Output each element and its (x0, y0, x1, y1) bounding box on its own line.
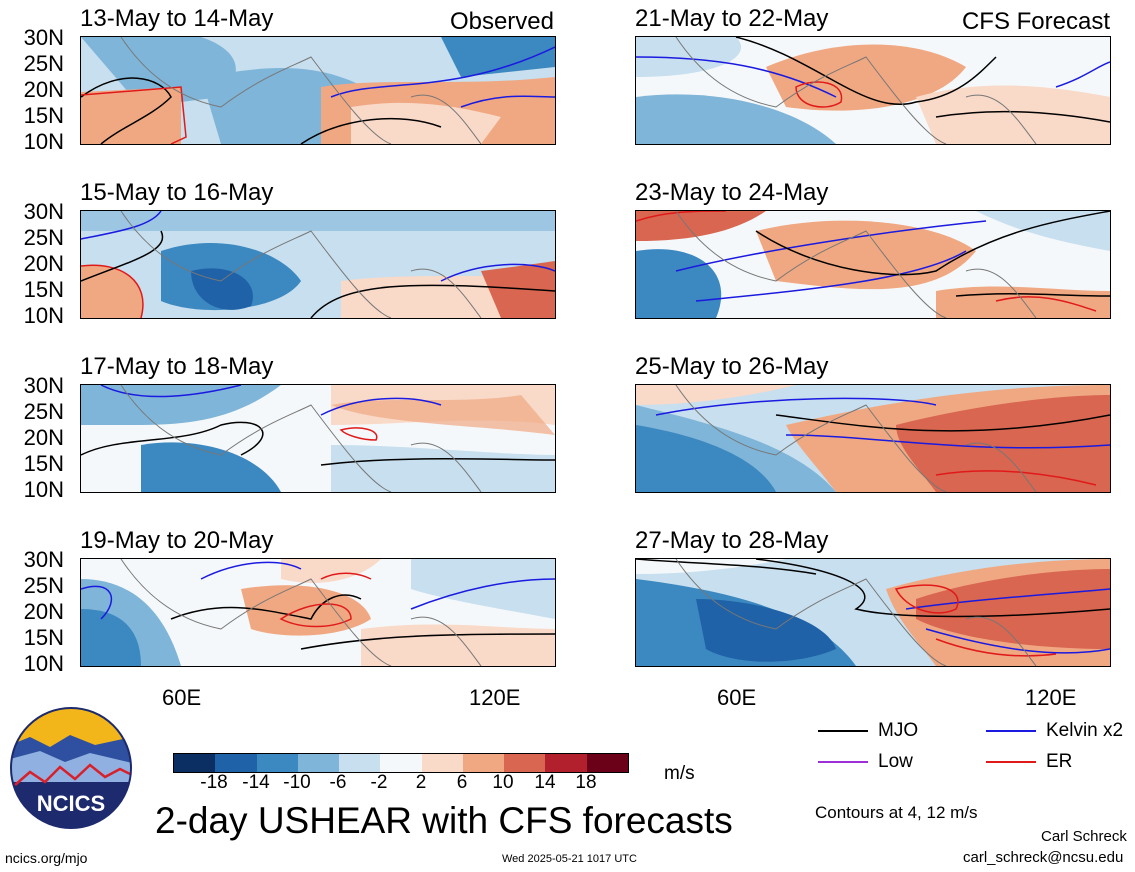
shear-map (635, 210, 1111, 319)
legend-item-low: Low (818, 751, 913, 773)
colorbar-segment (421, 754, 463, 772)
lat-label: 25N (23, 573, 64, 598)
lat-label: 15N (23, 103, 64, 128)
lat-label: 15N (23, 451, 64, 476)
shear-field (81, 211, 555, 318)
lat-label: 20N (23, 425, 64, 450)
colorbar (173, 753, 629, 773)
legend-line (986, 761, 1036, 763)
panel-title: 13-May to 14-May (80, 5, 274, 32)
logo-text: NCICS (37, 791, 105, 816)
source-url: ncics.org/mjo (5, 850, 88, 866)
panel-title: 25-May to 26-May (635, 353, 829, 380)
lat-label: 25N (23, 399, 64, 424)
lat-label: 15N (23, 277, 64, 302)
lat-label: 25N (23, 51, 64, 76)
author-email: carl_schreck@ncsu.edu (963, 849, 1124, 866)
panel-title: 23-May to 24-May (635, 179, 829, 206)
colorbar-tick-label: -14 (242, 772, 270, 793)
legend-item-kelvin: Kelvin x2 (986, 720, 1123, 742)
lat-label: 10N (23, 129, 64, 154)
legend-label: Kelvin x2 (1046, 720, 1124, 741)
lat-label: 20N (23, 251, 64, 276)
lat-label: 30N (23, 373, 64, 398)
author-name: Carl Schreck (1041, 828, 1127, 845)
legend-line (818, 730, 868, 732)
colorbar-tick-label: 10 (492, 772, 514, 793)
lon-label: 60E (162, 685, 202, 710)
colorbar-tick-label: 6 (456, 772, 468, 793)
colorbar-tick-label: -6 (329, 772, 347, 793)
shear-field (636, 559, 1110, 666)
panel-title: 21-May to 22-May (635, 5, 829, 32)
colorbar-segment (297, 754, 340, 772)
lon-label: 60E (717, 685, 757, 710)
lat-label: 20N (23, 599, 64, 624)
legend-label: Low (878, 751, 913, 772)
lat-label: 30N (23, 199, 64, 224)
colorbar-tick-label: 2 (415, 772, 427, 793)
shear-field (636, 211, 1110, 318)
shear-map (635, 558, 1111, 667)
colorbar-segment (380, 754, 422, 772)
shear-field (636, 37, 1110, 144)
shear-map (80, 384, 556, 493)
shear-field (81, 37, 555, 144)
shear-map (80, 558, 556, 667)
colorbar-tick-label: 14 (534, 772, 556, 793)
colorbar-segment (174, 754, 216, 772)
shear-field (636, 385, 1110, 492)
colorbar-tick-label: -10 (283, 772, 311, 793)
lon-label: 120E (1025, 685, 1077, 710)
lat-label: 10N (23, 477, 64, 502)
lat-label: 10N (23, 303, 64, 328)
colorbar-segment (256, 754, 298, 772)
panel-title: 17-May to 18-May (80, 353, 274, 380)
panel-title: 19-May to 20-May (80, 527, 274, 554)
lat-label: 10N (23, 651, 64, 676)
lat-label: 20N (23, 77, 64, 102)
shear-map (80, 36, 556, 145)
lon-label: 120E (469, 685, 521, 710)
contour-note: Contours at 4, 12 m/s (815, 803, 978, 822)
ncics-logo: NCICS (10, 707, 132, 829)
legend-item-er: ER (986, 751, 1072, 773)
legend-line (986, 730, 1036, 732)
colorbar-labels: -18 -14 -10 -6 -2 2 6 10 14 18 (173, 772, 627, 796)
panel-title: 27-May to 28-May (635, 527, 829, 554)
colorbar-segment (586, 754, 628, 772)
figure-title: 2-day USHEAR with CFS forecasts (155, 800, 733, 841)
colorbar-tick-label: -18 (200, 772, 228, 793)
timestamp: Wed 2025-05-21 1017 UTC (502, 853, 637, 865)
colorbar-units: m/s (664, 763, 695, 784)
lat-label: 25N (23, 225, 64, 250)
shear-field (81, 385, 555, 492)
shear-map (635, 384, 1111, 493)
colorbar-segment (462, 754, 505, 772)
panel-tag: Observed (449, 8, 554, 35)
colorbar-tick-label: 18 (575, 772, 597, 793)
colorbar-segment (545, 754, 587, 772)
shear-map (80, 210, 556, 319)
lat-label: 30N (23, 25, 64, 50)
colorbar-segment (215, 754, 257, 772)
shear-field (81, 559, 555, 666)
colorbar-segment (504, 754, 546, 772)
colorbar-tick-label: -2 (370, 772, 388, 793)
colorbar-segment (339, 754, 381, 772)
lat-label: 15N (23, 625, 64, 650)
legend-line (818, 761, 868, 763)
panel-title: 15-May to 16-May (80, 179, 274, 206)
shear-map (635, 36, 1111, 145)
panel-tag: CFS Forecast (961, 8, 1110, 35)
legend-label: ER (1046, 751, 1073, 772)
lat-label: 30N (23, 547, 64, 572)
legend-label: MJO (878, 720, 919, 741)
legend-item-mjo: MJO (818, 720, 918, 742)
